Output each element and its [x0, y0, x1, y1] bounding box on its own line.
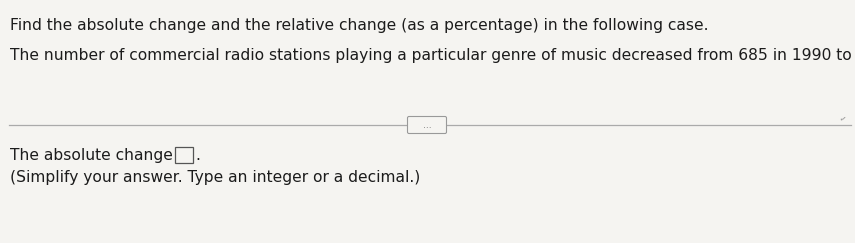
Text: ...: ... — [422, 121, 431, 130]
Text: The number of commercial radio stations playing a particular genre of music decr: The number of commercial radio stations … — [10, 48, 855, 63]
Text: (Simplify your answer. Type an integer or a decimal.): (Simplify your answer. Type an integer o… — [10, 170, 421, 185]
Text: Find the absolute change and the relative change (as a percentage) in the follow: Find the absolute change and the relativ… — [10, 18, 709, 33]
Text: The absolute change is: The absolute change is — [10, 148, 195, 163]
FancyBboxPatch shape — [175, 147, 193, 163]
Text: ✓: ✓ — [839, 114, 847, 124]
FancyBboxPatch shape — [408, 116, 446, 133]
Text: .: . — [195, 148, 200, 163]
